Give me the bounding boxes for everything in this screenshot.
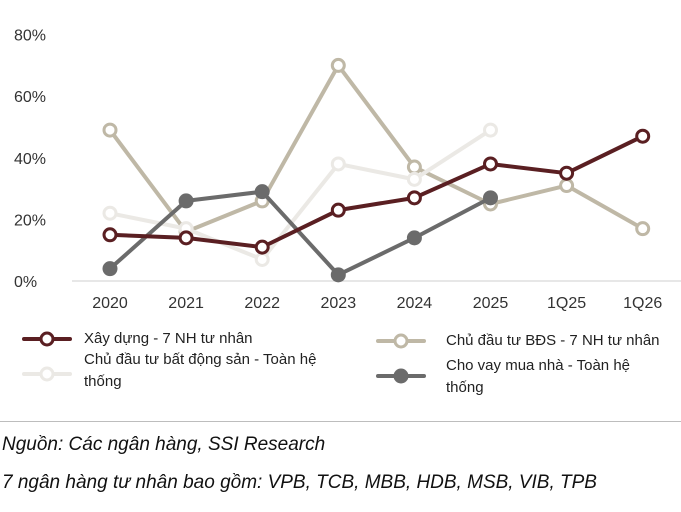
- x-tick-label: 2022: [244, 295, 280, 312]
- data-point[interactable]: [330, 156, 346, 172]
- data-point[interactable]: [254, 184, 270, 200]
- series-3: [102, 128, 651, 255]
- data-point[interactable]: [635, 221, 651, 237]
- y-tick-label: 40%: [14, 151, 46, 168]
- y-tick-label: 20%: [14, 212, 46, 229]
- data-point[interactable]: [406, 190, 422, 206]
- legend-label-cho-vay-mua-nha: Cho vay mua nhà - Toàn hệ thống: [446, 357, 631, 396]
- y-tick-label: 60%: [14, 89, 46, 106]
- x-tick-label: 2023: [321, 295, 357, 312]
- series-layer: [102, 57, 651, 283]
- data-point[interactable]: [406, 171, 422, 187]
- data-point[interactable]: [254, 251, 270, 267]
- series-0: [102, 57, 651, 240]
- legend-label-xay-dung: Xây dựng - 7 NH tư nhân: [84, 330, 253, 347]
- x-tick-label: 2021: [168, 295, 204, 312]
- x-axis-ticks: 2020 2021 2022 2023 2024 2025 1Q25 1Q26: [92, 295, 662, 312]
- x-tick-label: 1Q25: [547, 295, 586, 312]
- series-1: [102, 122, 498, 267]
- data-point[interactable]: [254, 239, 270, 255]
- data-point[interactable]: [102, 227, 118, 243]
- legend-label-cdt-bds-7-nh: Chủ đầu tư BĐS - 7 NH tư nhân: [446, 332, 660, 349]
- x-tick-label: 2020: [92, 295, 128, 312]
- x-tick-label: 2024: [397, 295, 433, 312]
- data-point[interactable]: [102, 261, 118, 277]
- data-point[interactable]: [102, 122, 118, 138]
- divider: [0, 421, 681, 422]
- legend-marker-xay-dung: [22, 331, 72, 347]
- y-tick-label: 80%: [14, 28, 46, 45]
- series-line: [108, 189, 493, 277]
- legend-marker-cdt-bds-toan-he-thong: [22, 366, 72, 382]
- y-tick-label: 0%: [14, 274, 37, 291]
- series-line: [108, 134, 645, 250]
- line-chart: 0% 20% 40% 60% 80% 2020 2021 2022 2023 2024 2025 1…: [14, 28, 681, 312]
- data-point[interactable]: [483, 122, 498, 138]
- legend-label-cdt-bds-toan-he-thong: Chủ đầu tư bất động sản - Toàn hệ thống: [84, 351, 317, 390]
- data-point[interactable]: [559, 178, 575, 194]
- data-point[interactable]: [178, 230, 194, 246]
- series-2: [102, 184, 498, 283]
- x-tick-label: 1Q26: [623, 295, 662, 312]
- data-point[interactable]: [406, 230, 422, 246]
- source-note: Nguồn: Các ngân hàng, SSI Research: [2, 434, 326, 455]
- data-point[interactable]: [178, 193, 194, 209]
- y-axis-ticks: 0% 20% 40% 60% 80%: [14, 28, 46, 291]
- data-point[interactable]: [483, 190, 498, 206]
- series-line: [108, 128, 493, 262]
- legend-marker-cho-vay-mua-nha: [376, 368, 426, 384]
- data-point[interactable]: [483, 156, 498, 172]
- data-point[interactable]: [635, 128, 651, 144]
- series-line: [108, 63, 645, 234]
- data-point[interactable]: [330, 57, 346, 73]
- data-point[interactable]: [102, 205, 118, 221]
- data-point[interactable]: [559, 165, 575, 181]
- footnote: 7 ngân hàng tư nhân bao gồm: VPB, TCB, M…: [2, 472, 597, 493]
- x-tick-label: 2025: [473, 295, 509, 312]
- data-point[interactable]: [330, 267, 346, 283]
- data-point[interactable]: [330, 202, 346, 218]
- legend-marker-cdt-bds-7-nh: [376, 333, 426, 349]
- data-point[interactable]: [406, 159, 422, 175]
